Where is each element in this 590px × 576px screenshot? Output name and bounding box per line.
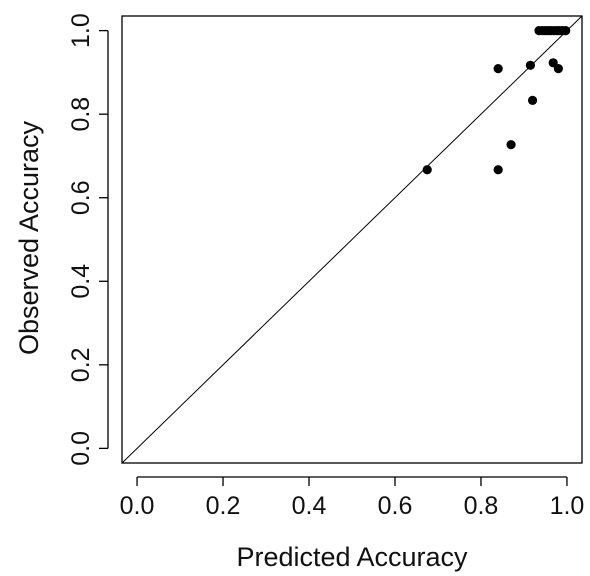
x-tick-label: 0.8 — [464, 492, 499, 520]
x-tick-label: 0.4 — [292, 492, 327, 520]
x-tick-label: 1.0 — [550, 492, 585, 520]
data-point — [525, 60, 536, 70]
data-point — [422, 165, 432, 175]
y-tick-label: 0.2 — [67, 347, 95, 382]
y-tick-label: 0.0 — [67, 431, 95, 466]
data-point — [493, 64, 503, 74]
y-tick-label: 0.6 — [67, 180, 95, 215]
x-tick-label: 0.2 — [206, 492, 241, 520]
y-tick-label: 0.4 — [67, 264, 95, 299]
plot-frame — [121, 15, 583, 464]
data-point — [527, 95, 538, 105]
y-axis-title: Observed Accuracy — [14, 120, 44, 355]
identity-line — [121, 15, 583, 464]
data-point — [506, 140, 516, 150]
data-point — [561, 26, 571, 36]
plot-area: 0.0 0.2 0.4 0.6 0.8 1.0 0.0 0.2 0.4 0.6 0.8 1.0 — [67, 13, 584, 520]
data-point — [553, 64, 563, 74]
x-axis-title: Predicted Accuracy — [236, 542, 468, 572]
x-tick-label: 0.0 — [120, 492, 155, 520]
y-tick-label: 1.0 — [67, 13, 95, 48]
y-tick-label: 0.8 — [67, 97, 95, 132]
data-point — [493, 165, 503, 175]
x-tick-label: 0.6 — [378, 492, 413, 520]
